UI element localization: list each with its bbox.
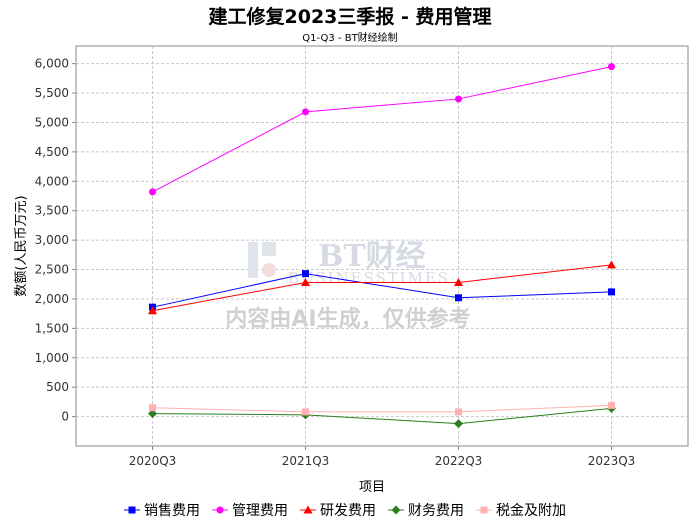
series-line — [152, 66, 612, 193]
legend-item-3: 研发费用 — [300, 503, 376, 519]
legend-label: 研发费用 — [320, 503, 376, 519]
x-tick-label: 2022Q3 — [435, 454, 483, 468]
data-point — [302, 270, 309, 278]
data-point — [455, 408, 462, 416]
y-tick-label: 3,500 — [35, 204, 69, 218]
plot-area — [75, 45, 689, 447]
data-point — [148, 409, 157, 419]
legend-marker — [480, 506, 488, 514]
legend: 销售费用 管理费用 研发费用 财务费用 税金及附加 — [124, 503, 566, 519]
data-point — [302, 108, 309, 116]
y-tick-label: 4,000 — [35, 174, 69, 188]
data-point — [454, 277, 463, 286]
watermark-logo-text: BT财经 — [318, 239, 426, 274]
data-point — [302, 408, 309, 416]
y-tick-label: 5,500 — [35, 86, 69, 100]
data-point — [149, 188, 156, 196]
y-tick-label: 5,000 — [35, 115, 69, 129]
y-tick-label: 6,000 — [35, 57, 69, 71]
data-point — [149, 404, 156, 412]
y-tick-label: 0 — [61, 410, 69, 424]
legend-label: 管理费用 — [232, 503, 288, 519]
x-tick-label: 2023Q3 — [588, 454, 636, 468]
legend-label: 财务费用 — [408, 503, 464, 519]
legend-item-4: 财务费用 — [388, 503, 464, 519]
y-tick-label: 1,000 — [35, 351, 69, 365]
y-tick-label: 2,500 — [35, 263, 69, 277]
y-tick-label: 2,000 — [35, 292, 69, 306]
legend-marker — [128, 506, 136, 514]
data-point — [455, 95, 462, 103]
legend-item-1: 销售费用 — [124, 503, 200, 519]
legend-item-5: 税金及附加 — [476, 503, 566, 519]
x-axis-title: 项目 — [359, 480, 385, 495]
data-point — [608, 401, 615, 409]
series-line — [152, 407, 612, 425]
data-point — [454, 419, 463, 429]
data-point — [608, 288, 615, 296]
x-tick-label: 2020Q3 — [129, 454, 177, 468]
data-point — [301, 277, 310, 286]
chart-subtitle: Q1-Q3 - BT财经绘制 — [302, 33, 398, 44]
y-tick-label: 500 — [46, 380, 69, 394]
series-2 — [149, 63, 615, 196]
legend-label: 税金及附加 — [496, 503, 566, 519]
legend-marker — [303, 505, 313, 514]
legend-marker — [391, 505, 401, 515]
bt-logo-icon — [248, 242, 276, 278]
data-point — [608, 63, 615, 71]
series-line — [152, 264, 612, 312]
series-4 — [148, 403, 616, 429]
data-point — [148, 306, 157, 315]
legend-item-2: 管理费用 — [212, 503, 288, 519]
chart-title: 建工修复2023三季报 - 费用管理 — [208, 6, 492, 28]
legend-marker — [216, 506, 224, 514]
y-axis-title: 数额(人民币万元) — [14, 195, 29, 296]
y-tick-label: 3,000 — [35, 233, 69, 247]
series-line — [152, 273, 612, 308]
data-point — [607, 260, 616, 269]
series-layer — [148, 63, 616, 429]
y-tick-label: 4,500 — [35, 145, 69, 159]
grid-layer — [75, 45, 689, 447]
x-tick-label: 2021Q3 — [282, 454, 330, 468]
watermark-logo-subtext: BUSINESSTIMES — [288, 269, 448, 287]
series-3 — [148, 260, 616, 315]
series-line — [152, 404, 612, 413]
data-point — [455, 294, 462, 302]
y-tick-label: 1,500 — [35, 321, 69, 335]
watermark-notice: 内容由AI生成，仅供参考 — [225, 306, 470, 332]
axes-layer: 0 500 1,000 1,500 2,000 2,500 3,000 3,500 4,000 4… — [14, 57, 635, 495]
series-5 — [149, 401, 615, 416]
legend-label: 销售费用 — [144, 503, 200, 519]
